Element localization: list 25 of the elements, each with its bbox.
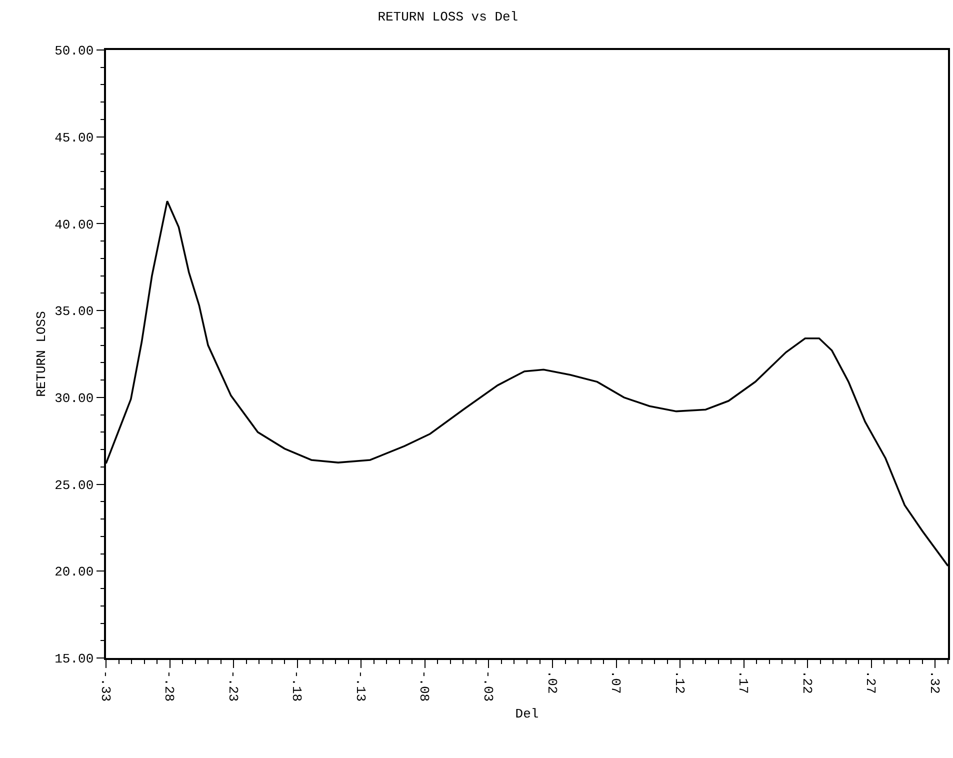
x-tick-label: .27 xyxy=(863,670,878,694)
x-tick-label: -.18 xyxy=(289,670,304,702)
x-tick-label: -.13 xyxy=(352,670,368,702)
x-tick-label: .12 xyxy=(672,670,687,694)
y-tick-label: 40.00 xyxy=(54,217,94,232)
y-tick-label: 15.00 xyxy=(54,652,94,667)
y-tick-label: 50.00 xyxy=(54,44,94,59)
y-tick-label: 20.00 xyxy=(54,564,94,580)
y-tick-label: 30.00 xyxy=(54,390,94,406)
y-axis-title: RETURN LOSS xyxy=(34,310,50,397)
y-tick-label: 45.00 xyxy=(54,130,94,146)
x-tick-label: -.23 xyxy=(225,670,240,702)
x-tick-label: -.03 xyxy=(480,670,496,702)
x-tick-label: .22 xyxy=(799,670,814,694)
x-tick-label: -.33 xyxy=(98,670,113,702)
x-tick-label: .17 xyxy=(736,670,751,694)
x-tick-label: .02 xyxy=(544,670,560,694)
x-tick-label: .07 xyxy=(608,670,624,694)
x-tick-label: -.28 xyxy=(162,670,177,702)
x-tick-label: -.08 xyxy=(416,670,432,702)
y-tick-label: 25.00 xyxy=(54,478,94,493)
x-axis-title: Del xyxy=(515,706,539,722)
x-tick-label: .32 xyxy=(927,670,942,694)
chart-title: RETURN LOSS vs Del xyxy=(378,9,518,24)
y-tick-label: 35.00 xyxy=(54,304,94,320)
